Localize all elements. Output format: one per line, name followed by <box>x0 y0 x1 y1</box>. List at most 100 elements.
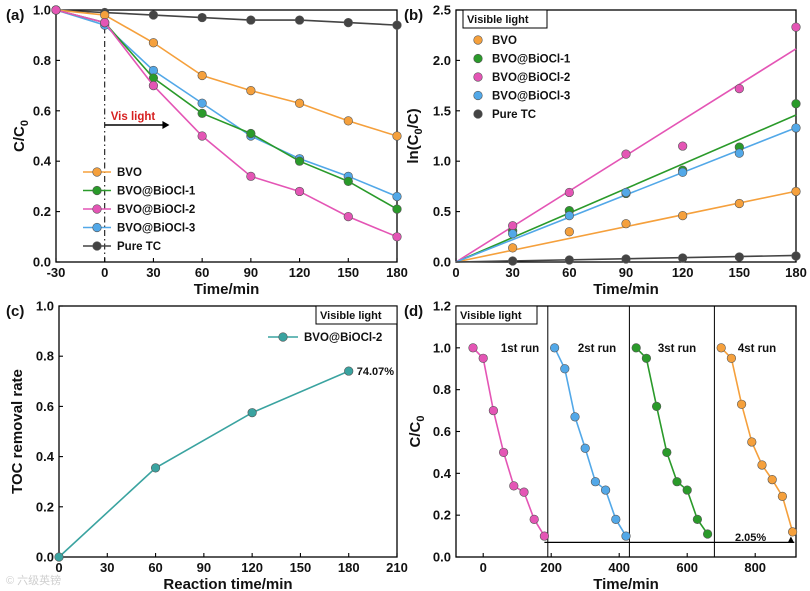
run-data-point-4 <box>747 437 757 447</box>
panel-label-b: (b) <box>404 7 423 24</box>
data-point-Pure TC <box>294 15 305 25</box>
y-tick-label-b: 2.5 <box>433 3 451 18</box>
run-data-point-3 <box>662 447 672 458</box>
series-line-BVO@BiOCl-2 <box>55 9 398 238</box>
data-point-Pure TC <box>508 256 518 266</box>
legend-label-BVO: BVO <box>492 35 517 47</box>
data-point-BVO@BiOCl-3 <box>197 98 207 108</box>
run-data-point-3 <box>702 529 713 539</box>
legend-marker-BVO@BiOCl-2 <box>92 204 102 214</box>
legend-label-Pure TC: Pure TC <box>117 241 161 253</box>
y-axis-label-c: TOC removal rate <box>9 369 26 494</box>
x-tick-label-d: 200 <box>540 560 562 575</box>
data-point-BVO <box>621 219 631 229</box>
x-tick-label-c: 0 <box>55 560 62 575</box>
axes-frame-a <box>55 9 398 263</box>
axes-frame-c <box>58 305 398 558</box>
run-label-2: 2st run <box>578 343 616 355</box>
run-data-point-2 <box>570 412 580 422</box>
x-axis-label-d: Time/min <box>593 576 659 591</box>
legend-marker-BVO@BiOCl-3 <box>92 222 102 233</box>
data-point-Pure TC <box>678 253 688 263</box>
y-tick-label-b: 2.0 <box>433 53 451 68</box>
data-point-BVO@BiOCl-3 <box>678 167 688 177</box>
series-line-Pure TC <box>55 9 398 26</box>
x-tick-label-b: 60 <box>562 265 576 280</box>
data-point-BVO@BiOCl-2 <box>678 141 688 151</box>
x-tick-label-b: 0 <box>452 265 459 280</box>
data-point-Pure TC <box>148 10 159 20</box>
x-tick-label-c: 210 <box>386 560 408 575</box>
x-tick-label-c: 150 <box>290 560 312 575</box>
data-point-toc <box>344 366 354 376</box>
run-data-point-3 <box>692 514 703 524</box>
legend-marker-Pure TC <box>473 109 483 119</box>
y-tick-label-d: 0.8 <box>433 382 451 397</box>
toc-final-value-label: 74.07% <box>357 366 395 378</box>
data-point-toc <box>247 408 257 418</box>
run-data-point-1 <box>539 531 550 541</box>
x-tick-label-c: 180 <box>338 560 360 575</box>
x-tick-label-d: 800 <box>744 560 766 575</box>
legend-title-c: Visible light <box>320 310 382 322</box>
legend-label-BVO@BiOCl-3: BVO@BiOCl-3 <box>117 223 195 235</box>
legend-label-BVO@BiOCl-1: BVO@BiOCl-1 <box>492 54 571 66</box>
data-point-BVO <box>734 198 744 209</box>
legend-label-BVO@BiOCl-2: BVO@BiOCl-2 <box>117 204 195 216</box>
y-tick-label-b: 0.5 <box>433 204 451 219</box>
data-point-Pure TC <box>734 252 744 262</box>
data-point-BVO@BiOCl-3 <box>392 191 402 202</box>
run-data-point-4 <box>767 475 777 485</box>
y-tick-label-d: 0.0 <box>433 550 451 565</box>
x-tick-label-a: -30 <box>47 265 66 280</box>
run-data-point-1 <box>499 447 509 458</box>
x-tick-label-b: 150 <box>728 265 750 280</box>
y-tick-label-a: 1.0 <box>33 3 51 18</box>
data-point-BVO@BiOCl-2 <box>294 186 305 197</box>
run-data-point-3 <box>651 401 662 412</box>
data-point-BVO@BiOCl-2 <box>246 171 256 181</box>
x-tick-label-c: 60 <box>148 560 162 575</box>
run-data-point-1 <box>488 405 499 416</box>
series-line-toc <box>58 370 350 558</box>
x-tick-label-d: 0 <box>480 560 487 575</box>
x-axis-label-b: Time/min <box>593 281 659 298</box>
data-point-BVO@BiOCl-2 <box>100 17 110 28</box>
run-data-point-1 <box>478 353 488 363</box>
run-data-point-1 <box>468 343 478 353</box>
run-data-point-2 <box>560 364 570 374</box>
run-line-2 <box>553 347 627 537</box>
legend-label-BVO@BiOCl-3: BVO@BiOCl-3 <box>492 91 570 103</box>
legend-marker-BVO <box>92 167 102 177</box>
x-tick-label-a: 30 <box>146 265 160 280</box>
x-tick-label-b: 30 <box>505 265 519 280</box>
y-axis-label-rest: /C) <box>405 108 422 128</box>
run-line-1 <box>472 347 546 537</box>
run-data-point-1 <box>509 481 519 491</box>
x-tick-label-a: 0 <box>101 265 108 280</box>
y-tick-label-b: 0.0 <box>433 255 451 270</box>
run-data-point-4 <box>726 353 737 363</box>
legend-marker-toc <box>278 332 288 342</box>
run-line-4 <box>720 347 794 533</box>
legend-marker-BVO@BiOCl-1 <box>473 53 483 64</box>
run-data-point-2 <box>580 443 590 453</box>
legend-title-b: Visible light <box>467 14 529 26</box>
legend-label-BVO: BVO <box>117 167 142 179</box>
run-data-point-3 <box>672 477 682 487</box>
x-tick-label-a: 150 <box>337 265 359 280</box>
run-data-point-1 <box>529 514 539 524</box>
y-tick-label-c: 0.2 <box>36 499 54 514</box>
data-point-BVO@BiOCl-2 <box>621 149 631 159</box>
data-point-Pure TC <box>197 12 207 23</box>
legend-marker-Pure TC <box>92 241 102 251</box>
legend-marker-BVO <box>473 35 483 45</box>
y-tick-label-d: 1.2 <box>433 299 451 314</box>
run-data-point-2 <box>590 477 601 487</box>
y-tick-label-b: 1.0 <box>433 154 451 169</box>
x-tick-label-d: 400 <box>608 560 630 575</box>
y-tick-label-a: 0.6 <box>33 103 51 118</box>
data-point-BVO@BiOCl-2 <box>508 221 518 231</box>
data-point-Pure TC <box>246 15 256 25</box>
x-tick-label-b: 90 <box>619 265 633 280</box>
